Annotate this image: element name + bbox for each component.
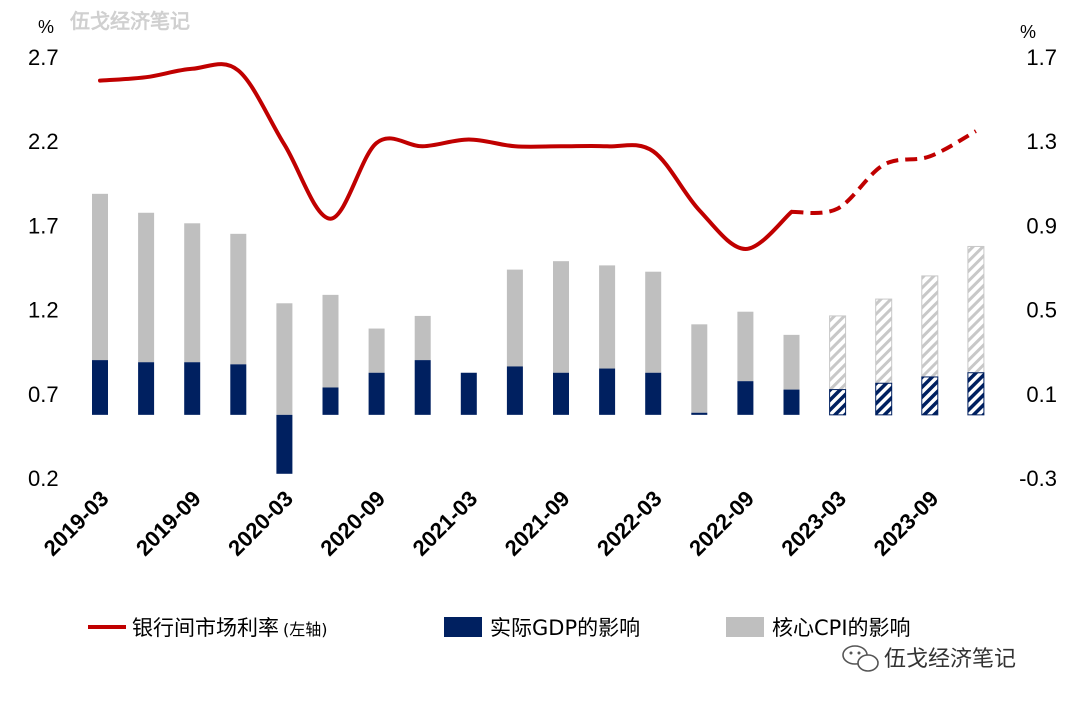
gdp-bar xyxy=(92,360,108,415)
legend-gdp-label: 实际GDP的影响 xyxy=(490,616,640,640)
gdp-bar xyxy=(322,387,339,415)
cpi-bar xyxy=(230,233,247,365)
gdp-bar xyxy=(599,368,616,415)
rate-line-actual xyxy=(98,62,794,252)
cpi-bar xyxy=(506,269,523,367)
cpi-bar xyxy=(967,245,985,374)
gdp-bar xyxy=(875,382,893,416)
left-tick-label: 0.2 xyxy=(28,466,59,491)
gdp-bar xyxy=(967,372,985,416)
gdp-bar xyxy=(184,362,201,415)
x-axis-ticks: 2019-03 2019-09 2020-03 2020-09 2021-03 2021-… xyxy=(39,486,944,561)
cpi-bar xyxy=(414,315,431,361)
right-axis-unit: % xyxy=(1020,22,1036,42)
gdp-bar xyxy=(230,364,247,415)
chat-bubble-icon xyxy=(842,645,879,672)
x-tick-label: 2020-03 xyxy=(223,486,298,561)
gdp-bar xyxy=(783,389,800,415)
x-tick-label: 2022-03 xyxy=(592,486,667,561)
x-tick-label: 2023-09 xyxy=(869,486,944,561)
right-tick-label: 1.3 xyxy=(1026,129,1057,154)
x-tick-label: 2019-03 xyxy=(39,486,114,561)
cpi-bar xyxy=(553,261,569,373)
gdp-bar xyxy=(414,360,431,415)
right-tick-label: 0.1 xyxy=(1026,382,1057,407)
x-tick-label: 2022-09 xyxy=(684,486,759,561)
legend-gdp-swatch xyxy=(444,617,482,637)
cpi-bar xyxy=(599,265,616,369)
gdp-bar xyxy=(138,362,155,415)
cpi-bar xyxy=(92,193,108,361)
cpi-bar xyxy=(829,315,847,391)
left-axis-ticks: 2.7 2.2 1.7 1.2 0.7 0.2 xyxy=(28,45,59,491)
legend-cpi-swatch xyxy=(726,617,764,637)
gdp-bar xyxy=(553,372,569,415)
gdp-bar xyxy=(691,412,708,415)
rate-line-forecast xyxy=(791,129,977,215)
x-tick-label: 2019-09 xyxy=(131,486,206,561)
gdp-bar xyxy=(276,414,293,474)
cpi-bar xyxy=(276,303,293,415)
left-tick-label: 2.2 xyxy=(28,129,59,154)
gdp-bar xyxy=(368,372,385,415)
x-tick-label: 2021-09 xyxy=(500,486,575,561)
right-tick-label: 0.5 xyxy=(1026,298,1057,323)
cpi-bar xyxy=(645,271,662,373)
right-tick-label: -0.3 xyxy=(1019,466,1057,491)
left-tick-label: 1.2 xyxy=(28,298,59,323)
right-tick-label: 1.7 xyxy=(1026,45,1057,70)
gdp-bar xyxy=(460,372,477,415)
gdp-bar xyxy=(506,366,523,415)
left-tick-label: 2.7 xyxy=(28,45,59,70)
cpi-bar xyxy=(322,294,339,388)
watermark-bottom: 伍戈经济笔记 xyxy=(842,645,1016,672)
left-tick-label: 0.7 xyxy=(28,382,59,407)
left-axis-unit: % xyxy=(38,17,54,37)
watermark-bottom-text: 伍戈经济笔记 xyxy=(884,647,1016,672)
gdp-bar xyxy=(737,381,754,415)
rate-line xyxy=(98,62,977,252)
x-tick-label: 2023-03 xyxy=(776,486,851,561)
legend: 银行间市场利率 (左轴) 实际GDP的影响 核心CPI的影响 xyxy=(88,616,911,640)
bars xyxy=(92,193,985,474)
legend-cpi-label: 核心CPI的影响 xyxy=(772,616,911,640)
right-axis-ticks: 1.7 1.3 0.9 0.5 0.1 -0.3 xyxy=(1019,45,1057,491)
cpi-bar xyxy=(138,212,155,363)
cpi-bar xyxy=(783,334,800,390)
cpi-bar xyxy=(875,298,893,384)
gdp-bar xyxy=(829,389,847,416)
x-tick-label: 2020-09 xyxy=(315,486,390,561)
right-tick-label: 0.9 xyxy=(1026,213,1057,238)
cpi-bar xyxy=(184,223,201,363)
watermark-top: 伍戈经济笔记 xyxy=(69,9,190,33)
left-tick-label: 1.7 xyxy=(28,213,59,238)
cpi-bar xyxy=(737,311,754,382)
cpi-bar xyxy=(691,324,708,413)
gdp-bar xyxy=(921,376,939,416)
x-tick-label: 2021-03 xyxy=(408,486,483,561)
cpi-bar xyxy=(921,275,939,378)
gdp-bar xyxy=(645,372,662,415)
legend-rate-label: 银行间市场利率 (左轴) xyxy=(132,616,328,640)
cpi-bar xyxy=(368,328,385,373)
